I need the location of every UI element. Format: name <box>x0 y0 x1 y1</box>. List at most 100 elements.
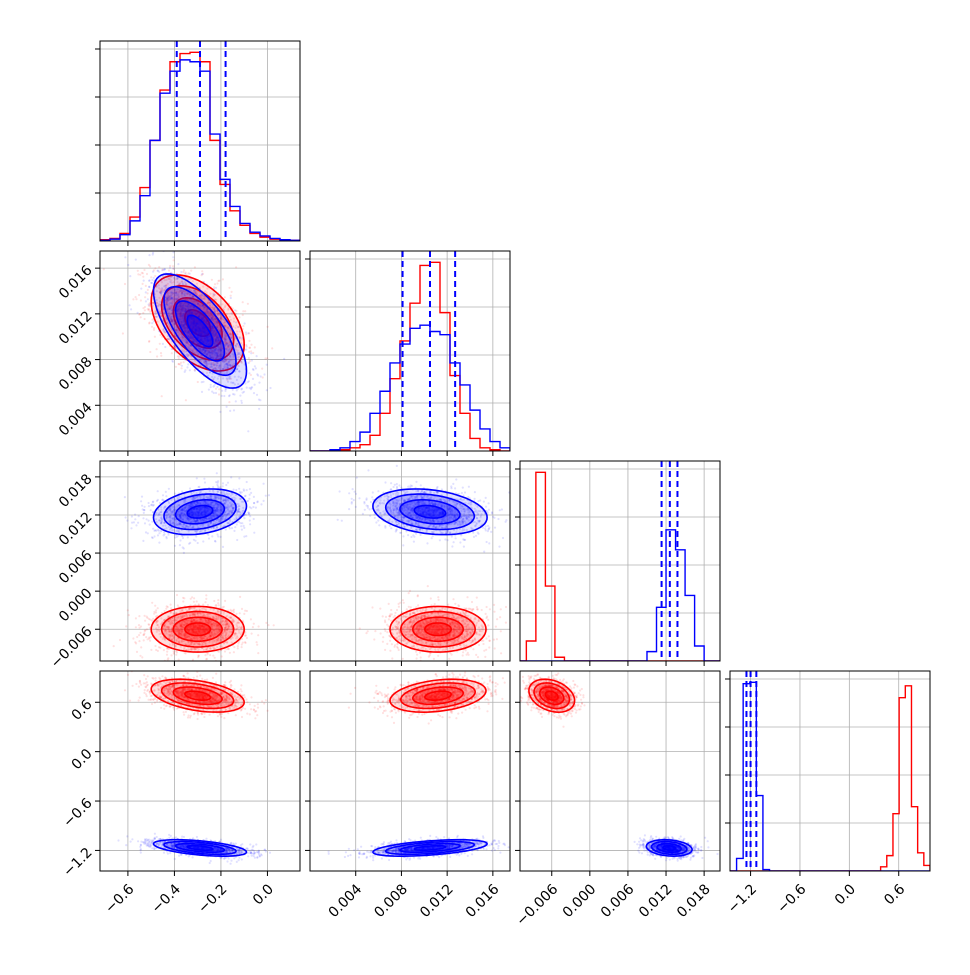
sample-point <box>244 382 246 384</box>
sample-point <box>167 606 169 608</box>
sample-point <box>180 362 182 364</box>
sample-point <box>228 395 230 397</box>
sample-point <box>258 382 260 384</box>
sample-point <box>183 597 185 599</box>
sample-point <box>184 273 186 275</box>
sample-point <box>203 281 205 283</box>
sample-point <box>158 542 160 544</box>
sample-point <box>127 264 129 266</box>
sample-point <box>124 283 126 285</box>
sample-point <box>155 609 157 611</box>
sample-point <box>218 604 220 606</box>
sample-point <box>233 651 235 653</box>
sample-point <box>251 359 253 361</box>
sample-point <box>146 273 148 275</box>
sample-point <box>245 331 247 333</box>
sample-point <box>201 273 203 275</box>
sample-point <box>150 282 152 284</box>
sample-point <box>150 303 152 305</box>
sample-point <box>173 259 175 261</box>
sample-point <box>149 279 151 281</box>
sample-point <box>236 613 238 615</box>
sample-point <box>232 393 234 395</box>
sample-point <box>254 365 256 367</box>
sample-point <box>248 357 250 359</box>
sample-point <box>145 636 147 638</box>
sample-point <box>242 301 244 303</box>
sample-point <box>256 373 258 375</box>
sample-point <box>151 620 153 622</box>
sample-point <box>252 368 254 370</box>
sample-point <box>151 279 153 281</box>
sample-point <box>243 525 245 527</box>
sample-point <box>213 288 215 290</box>
sample-point <box>244 641 246 643</box>
sample-point <box>185 399 187 401</box>
sample-point <box>244 310 246 312</box>
sample-point <box>129 275 131 277</box>
sample-point <box>139 655 141 657</box>
sample-point <box>126 520 128 522</box>
sample-point <box>241 388 243 390</box>
sample-point <box>230 295 232 297</box>
sample-point <box>119 639 121 641</box>
sample-point <box>192 659 194 661</box>
sample-point <box>156 355 158 357</box>
y-tick-label: 0.008 <box>56 354 96 394</box>
sample-point <box>256 644 258 646</box>
sample-point <box>212 665 214 667</box>
sample-point <box>149 640 151 642</box>
sample-point <box>152 253 154 255</box>
sample-point <box>153 329 155 331</box>
sample-point <box>190 270 192 272</box>
sample-point <box>150 636 152 638</box>
sample-point <box>144 296 146 298</box>
sample-point <box>140 316 142 318</box>
sample-point <box>216 282 218 284</box>
sample-point <box>162 343 164 345</box>
sample-point <box>182 537 184 539</box>
sample-point <box>155 316 157 318</box>
sample-point <box>251 386 253 388</box>
sample-point <box>262 376 264 378</box>
sample-point <box>235 400 237 402</box>
sample-point <box>125 625 127 627</box>
sample-point <box>196 600 198 602</box>
sample-point <box>266 364 268 366</box>
sample-point <box>145 291 147 293</box>
sample-point <box>155 611 157 613</box>
sample-point <box>256 355 258 357</box>
sample-point <box>186 366 188 368</box>
sample-point <box>241 646 243 648</box>
sample-point <box>235 667 237 669</box>
sample-point <box>169 267 171 269</box>
sample-point <box>220 536 222 538</box>
sample-point <box>218 280 220 282</box>
sample-point <box>130 308 132 310</box>
sample-point <box>157 607 159 609</box>
sample-point <box>125 516 127 518</box>
sample-point <box>251 330 253 332</box>
sample-point <box>273 624 275 626</box>
sample-point <box>218 388 220 390</box>
sample-point <box>233 409 235 411</box>
sample-point <box>189 487 191 489</box>
sample-point <box>222 606 224 608</box>
sample-point <box>245 634 247 636</box>
sample-point <box>173 651 175 653</box>
sample-point <box>153 613 155 615</box>
sample-point <box>130 527 132 529</box>
sample-point <box>170 607 172 609</box>
sample-point <box>227 648 229 650</box>
sample-point <box>157 490 159 492</box>
sample-point <box>257 652 259 654</box>
sample-point <box>236 539 238 541</box>
sample-point <box>151 309 153 311</box>
sample-point <box>143 632 145 634</box>
sample-point <box>266 357 268 359</box>
sample-point <box>150 293 152 295</box>
sample-point <box>204 481 206 483</box>
sample-point <box>172 256 174 258</box>
